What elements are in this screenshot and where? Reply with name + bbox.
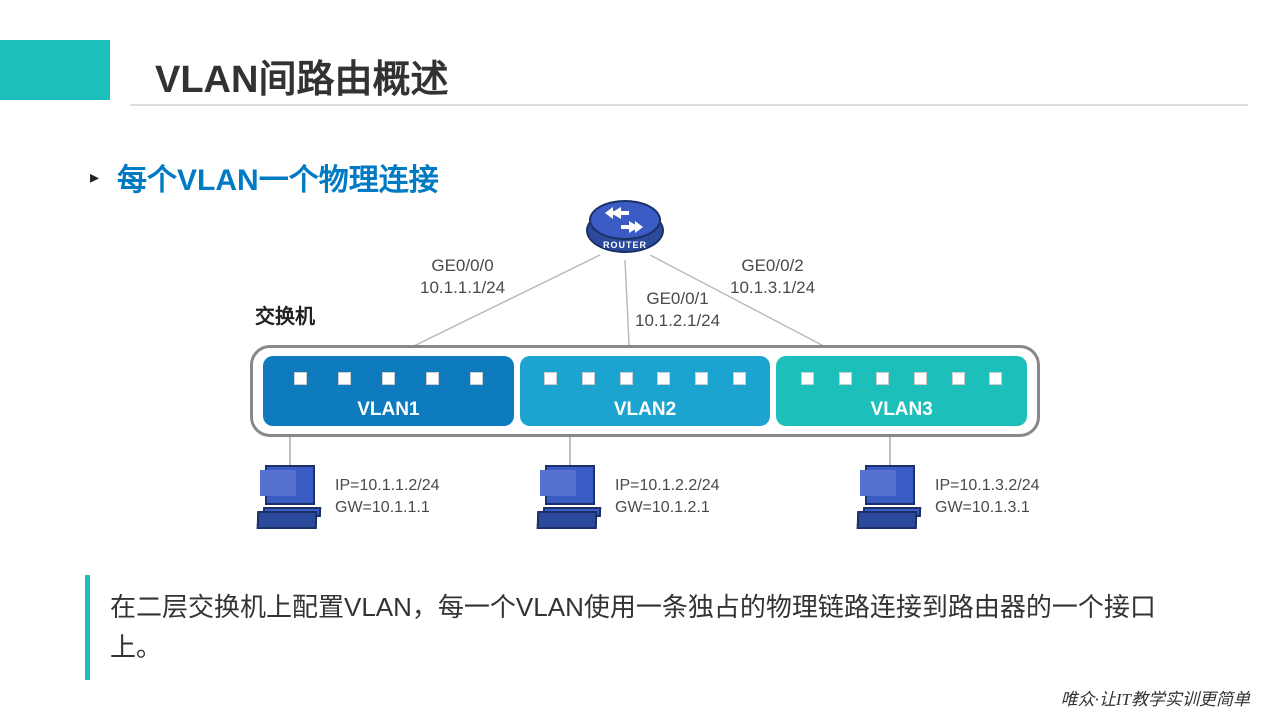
port <box>382 372 395 385</box>
port <box>338 372 351 385</box>
vlan-2: VLAN2 <box>520 356 771 426</box>
vlan-name: VLAN2 <box>520 399 771 421</box>
port <box>989 372 1002 385</box>
subtitle: 每个VLAN一个物理连接 <box>117 155 439 199</box>
vlan-name: VLAN1 <box>263 399 514 421</box>
port <box>801 372 814 385</box>
bullet-icon: ▸ <box>90 167 99 188</box>
pc-info-3: IP=10.1.3.2/24GW=10.1.3.1 <box>935 475 1065 518</box>
interface-label-2: GE0/0/210.1.3.1/24 <box>730 255 815 299</box>
switch-box: VLAN1 VLAN2 VLAN3 <box>250 345 1040 437</box>
interface-label-0: GE0/0/010.1.1.1/24 <box>420 255 505 299</box>
network-diagram: ROUTER GE0/0/010.1.1.1/24 GE0/0/110.1.2.… <box>90 200 1190 570</box>
pc-icon-2 <box>535 465 605 530</box>
port <box>914 372 927 385</box>
port <box>620 372 633 385</box>
vlan-1: VLAN1 <box>263 356 514 426</box>
interface-label-1: GE0/0/110.1.2.1/24 <box>635 288 720 332</box>
switch-label: 交换机 <box>255 300 315 329</box>
page-title: VLAN间路由概述 <box>155 48 448 103</box>
router-label: ROUTER <box>580 240 670 250</box>
vlan-3: VLAN3 <box>776 356 1027 426</box>
pc-icon-1 <box>255 465 325 530</box>
port <box>470 372 483 385</box>
port <box>657 372 670 385</box>
subtitle-row: ▸ 每个VLAN一个物理连接 <box>90 155 439 199</box>
port <box>952 372 965 385</box>
header-accent <box>0 40 110 100</box>
port <box>544 372 557 385</box>
port <box>426 372 439 385</box>
port <box>695 372 708 385</box>
pc-info-1: IP=10.1.1.2/24GW=10.1.1.1 <box>335 475 465 518</box>
footer-text: 唯众·让IT教学实训更简单 <box>1061 685 1250 710</box>
router-icon: ROUTER <box>580 200 670 270</box>
port <box>876 372 889 385</box>
port <box>733 372 746 385</box>
pc-info-2: IP=10.1.2.2/24GW=10.1.2.1 <box>615 475 745 518</box>
port <box>839 372 852 385</box>
pc-icon-3 <box>855 465 925 530</box>
vlan-name: VLAN3 <box>776 399 1027 421</box>
header-divider <box>130 104 1248 106</box>
port <box>294 372 307 385</box>
port <box>582 372 595 385</box>
description-box: 在二层交换机上配置VLAN，每一个VLAN使用一条独占的物理链路连接到路由器的一… <box>85 575 1185 680</box>
